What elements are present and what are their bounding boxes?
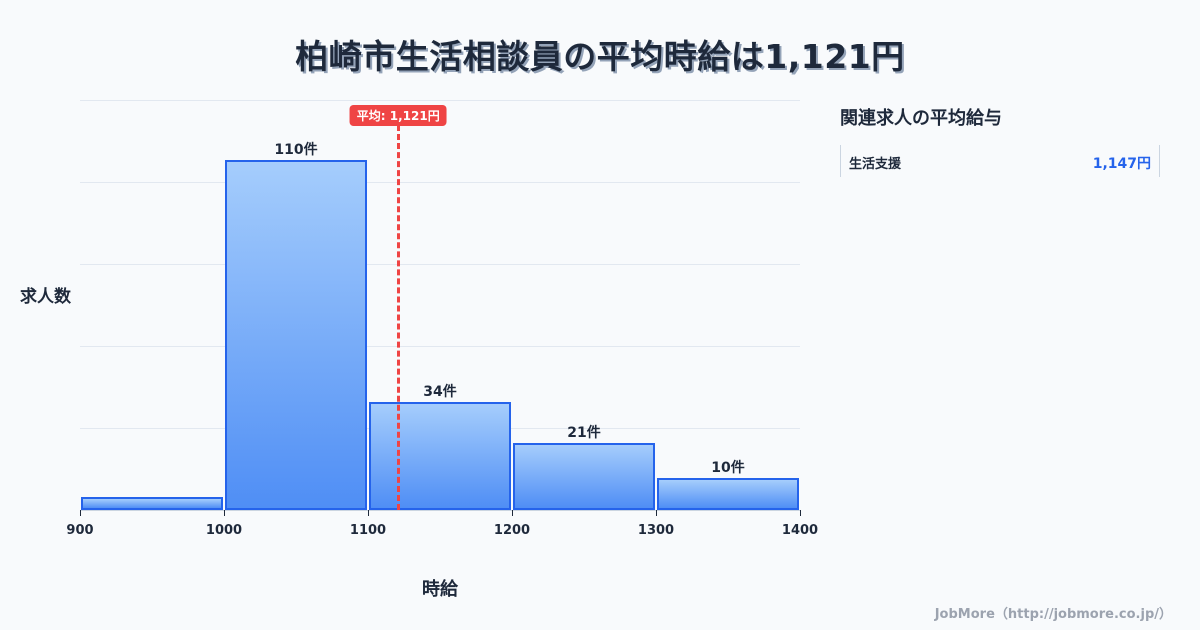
histogram-bar	[513, 443, 655, 510]
bar-value-label: 10件	[711, 460, 745, 477]
x-tick-label: 1400	[781, 523, 819, 538]
x-axis-label: 時給	[422, 579, 458, 600]
x-tick	[368, 510, 369, 516]
x-tick	[800, 510, 801, 516]
x-tick	[512, 510, 513, 516]
related-salary-item: 生活支援 1,147円	[840, 145, 1160, 177]
related-job-salary: 1,147円	[1092, 156, 1151, 172]
histogram-bar	[657, 478, 799, 510]
x-axis-line	[80, 510, 800, 511]
gridline	[80, 264, 800, 265]
mean-badge: 平均: 1,121円	[349, 105, 447, 126]
x-tick-label: 900	[66, 523, 94, 538]
x-tick-label: 1300	[637, 523, 675, 538]
x-tick-label: 1100	[349, 523, 387, 538]
footer-credit: JobMore（http://jobmore.co.jp/）	[934, 607, 1172, 622]
bar-value-label: 21件	[567, 425, 601, 442]
gridline	[80, 182, 800, 183]
mean-line	[397, 125, 401, 510]
histogram-bar	[369, 401, 511, 510]
y-axis-label: 求人数	[20, 287, 71, 307]
gridline	[80, 346, 800, 347]
gridline	[80, 100, 800, 101]
x-tick-label: 1200	[493, 523, 531, 538]
x-tick	[224, 510, 225, 516]
chart-title: 柏崎市生活相談員の平均時給は1,121円	[295, 37, 905, 76]
histogram-bar	[225, 160, 367, 510]
related-job-name: 生活支援	[849, 157, 902, 172]
histogram-bar	[81, 497, 223, 510]
x-tick	[656, 510, 657, 516]
x-tick-label: 1000	[205, 523, 243, 538]
bar-value-label: 110件	[274, 142, 318, 159]
x-tick	[80, 510, 81, 516]
related-salary-title: 関連求人の平均給与	[840, 108, 1002, 129]
bar-value-label: 34件	[423, 383, 457, 400]
plot-area: 110件 34件 21件 10件	[80, 100, 800, 510]
